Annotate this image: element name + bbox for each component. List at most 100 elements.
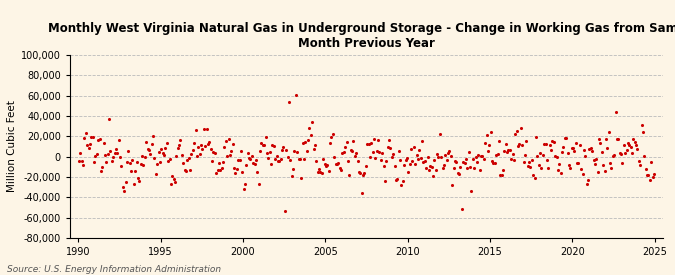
Point [244,156,254,160]
Point [629,140,640,145]
Point [587,149,597,153]
Point [427,173,438,178]
Point [331,162,342,167]
Point [573,160,584,165]
Point [313,170,323,174]
Point [388,152,399,156]
Point [127,157,138,162]
Point [464,165,475,169]
Point [431,168,441,172]
Point [524,160,535,164]
Point [169,179,180,184]
Point [266,161,277,166]
Point [612,137,622,142]
Point [317,171,327,175]
Point [539,142,549,147]
Point [455,164,466,169]
Point [219,145,230,149]
Point [489,161,500,166]
Point [603,130,614,134]
Point [79,136,90,141]
Point [263,156,274,160]
Point [385,146,396,150]
Point [307,120,318,124]
Point [389,163,400,168]
Point [491,153,502,158]
Point [419,159,430,163]
Point [470,155,481,160]
Point [418,160,429,164]
Point [294,157,305,161]
Point [605,161,616,166]
Point [479,156,489,161]
Point [480,140,491,145]
Point [531,135,541,139]
Point [189,140,200,145]
Point [140,154,151,159]
Point [211,170,221,175]
Point [592,170,603,174]
Point [286,174,297,178]
Point [301,149,312,153]
Point [426,165,437,169]
Point [411,153,422,158]
Point [529,176,540,180]
Point [632,147,643,152]
Point [252,170,263,174]
Point [512,129,522,133]
Point [274,159,285,164]
Point [622,141,633,145]
Point [412,156,423,161]
Point [348,139,359,144]
Point [436,154,447,159]
Point [358,173,369,177]
Point [394,148,404,153]
Point [406,147,416,152]
Point [84,142,95,147]
Point [179,167,190,172]
Point [635,163,646,167]
Point [608,153,618,158]
Point [132,176,143,180]
Point [613,137,624,142]
Point [518,160,529,164]
Point [621,148,632,152]
Point [346,148,356,152]
Point [545,148,556,153]
Point [168,177,179,181]
Point [463,150,474,154]
Point [425,164,435,168]
Point [76,159,87,163]
Point [341,140,352,144]
Point [315,170,326,175]
Point [588,158,599,163]
Point [156,147,167,152]
Point [408,145,419,149]
Point [452,171,463,176]
Point [367,150,378,154]
Point [569,149,580,153]
Point [329,155,340,160]
Point [610,110,621,114]
Point [289,148,300,153]
Point [437,165,448,170]
Point [80,131,91,135]
Point [548,140,559,144]
Point [510,132,520,136]
Point [144,148,155,153]
Point [371,148,382,153]
Point [271,153,282,158]
Point [227,141,238,146]
Point [391,178,402,182]
Point [568,145,578,150]
Point [625,145,636,149]
Point [553,167,564,172]
Point [439,162,450,167]
Point [450,158,460,163]
Point [525,165,536,169]
Point [422,155,433,160]
Point [159,152,169,157]
Point [82,143,92,147]
Point [633,158,644,163]
Point [220,139,231,144]
